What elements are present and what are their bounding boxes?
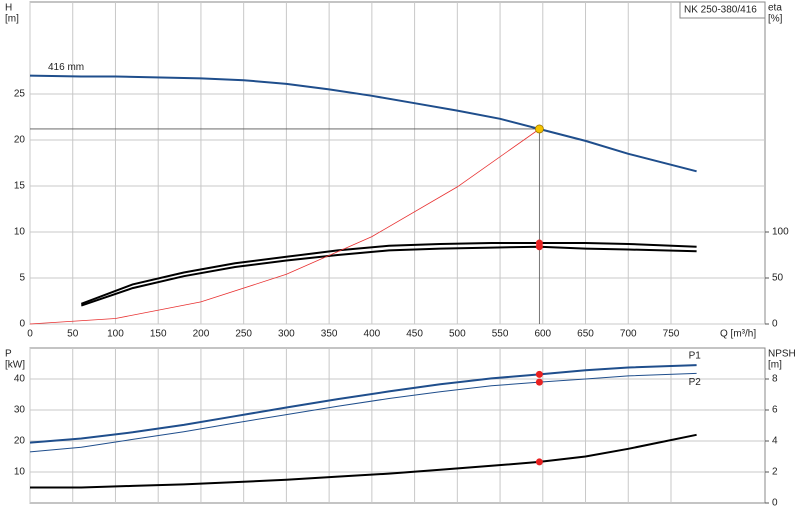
series-label: P2: [689, 377, 702, 388]
series-line: [29, 74, 697, 173]
y-tick-label: 20: [14, 135, 26, 146]
y-tick-label: 10: [14, 227, 26, 238]
duty-marker: [535, 378, 543, 386]
y-tick-label: 15: [14, 181, 26, 192]
x-tick-label: 350: [321, 329, 338, 340]
x-tick-label: 700: [620, 329, 637, 340]
y2-tick-label: 0: [772, 319, 778, 330]
title-box: [679, 1, 766, 19]
series-line: [30, 433, 697, 489]
y-axis-label: P: [5, 349, 12, 360]
x-tick-label: 50: [67, 329, 79, 340]
y-tick-label: 30: [14, 405, 26, 416]
y2-tick-label: 2: [772, 467, 778, 478]
y-axis-label: [kW]: [5, 360, 25, 371]
y-tick-label: 20: [14, 436, 26, 447]
y2-tick-label: 100: [772, 227, 789, 238]
y2-axis-label: [m]: [768, 360, 782, 371]
duty-point: [534, 124, 544, 134]
x-axis-label: Q [m³/h]: [720, 329, 756, 340]
x-tick-label: 500: [449, 329, 466, 340]
x-tick-label: 100: [107, 329, 124, 340]
x-tick-label: 200: [193, 329, 210, 340]
y2-tick-label: 4: [772, 436, 778, 447]
plot-frame: [29, 347, 766, 504]
x-tick-label: 300: [278, 329, 295, 340]
y-tick-label: 5: [19, 273, 25, 284]
plot-frame: [29, 1, 766, 325]
y-axis-label: [m]: [5, 14, 19, 25]
y-tick-label: 40: [14, 374, 26, 385]
x-tick-label: 400: [364, 329, 381, 340]
series-line: [29, 372, 697, 453]
y2-axis-label: NPSH: [768, 349, 796, 360]
series-line: [80, 245, 697, 307]
y2-tick-label: 50: [772, 273, 784, 284]
x-tick-label: 600: [534, 329, 551, 340]
x-tick-label: 450: [406, 329, 423, 340]
duty-marker: [535, 370, 543, 378]
x-tick-label: 250: [235, 329, 252, 340]
series-line: [29, 128, 540, 325]
series-line: [80, 242, 697, 305]
series-label: P1: [689, 351, 702, 362]
y2-tick-label: 6: [772, 405, 778, 416]
y-tick-label: 0: [19, 319, 25, 330]
y-axis-label: H: [5, 3, 12, 14]
chart-title: NK 250-380/416: [684, 5, 757, 16]
x-tick-label: 650: [577, 329, 594, 340]
x-tick-label: 0: [27, 329, 33, 340]
y2-axis-label: [%]: [768, 14, 783, 25]
y2-tick-label: 8: [772, 374, 778, 385]
y2-axis-label: eta: [768, 3, 782, 14]
y-tick-label: 25: [14, 89, 26, 100]
x-tick-label: 150: [150, 329, 167, 340]
duty-marker: [535, 243, 543, 251]
series-line: [29, 364, 697, 444]
duty-marker: [535, 458, 543, 466]
x-tick-label: 750: [663, 329, 680, 340]
y-tick-label: 10: [14, 467, 26, 478]
x-tick-label: 550: [492, 329, 509, 340]
y2-tick-label: 0: [772, 498, 778, 509]
series-label: 416 mm: [48, 62, 84, 73]
